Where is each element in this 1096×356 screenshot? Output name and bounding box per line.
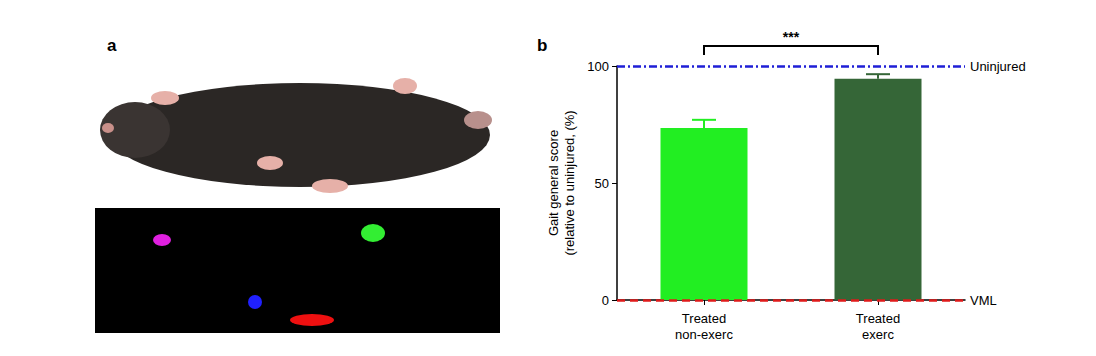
- svg-text:exerc: exerc: [862, 327, 894, 342]
- svg-text:50: 50: [595, 176, 609, 191]
- html-text:a: a: [107, 36, 117, 55]
- svg-text:Gait general score: Gait general score: [546, 130, 561, 236]
- svg-text:VML: VML: [970, 293, 997, 308]
- svg-text:(relative to uninjured, (%): (relative to uninjured, (%): [562, 110, 577, 255]
- svg-text:100: 100: [587, 59, 609, 74]
- svg-text:non-exerc: non-exerc: [675, 327, 733, 342]
- svg-text:Uninjured: Uninjured: [970, 59, 1026, 74]
- svg-text:Treated: Treated: [856, 311, 900, 326]
- svg-text:0: 0: [602, 293, 609, 308]
- svg-text:Treated: Treated: [682, 311, 726, 326]
- svg-text:***: ***: [783, 29, 800, 45]
- html-text:b: b: [537, 36, 548, 55]
